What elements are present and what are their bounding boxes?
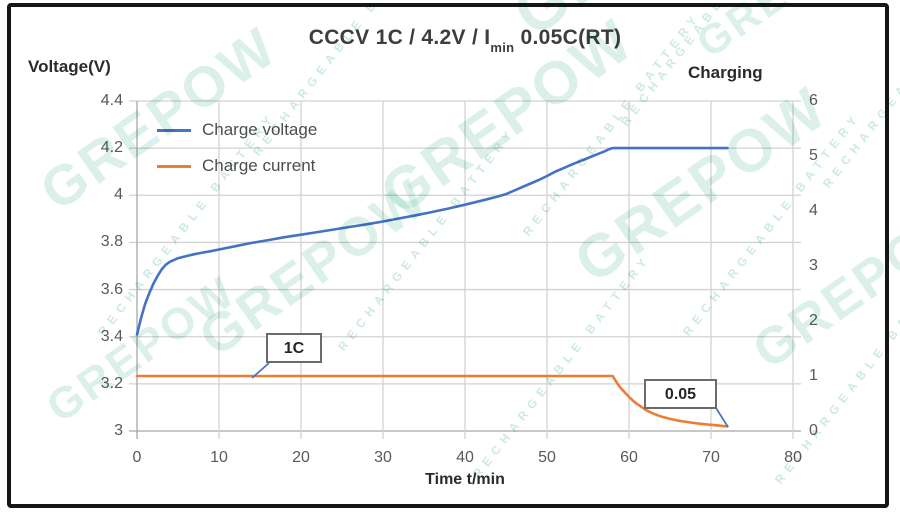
- legend-item-charge-voltage: Charge voltage: [157, 119, 317, 141]
- x-axis-tick: 20: [292, 449, 310, 466]
- x-axis-tick: 0: [132, 449, 142, 466]
- x-axis-tick: 30: [374, 449, 392, 466]
- chart-title: CCCV 1C / 4.2V / Imin 0.05C(RT): [170, 26, 760, 56]
- right-axis-title: Charging: [688, 63, 763, 82]
- right-axis-tick: 5: [809, 147, 818, 164]
- left-axis-tick: 3.6: [100, 280, 123, 298]
- right-axis-tick: 2: [809, 312, 818, 329]
- right-axis-tick: 4: [809, 202, 818, 219]
- legend-label-charge-current: Charge current: [202, 156, 316, 175]
- legend-label-charge-voltage: Charge voltage: [202, 120, 318, 139]
- legend-item-charge-current: Charge current: [157, 155, 317, 177]
- chart-title-subscript: min: [490, 40, 515, 56]
- charge-current-line-swatch: [157, 164, 191, 168]
- x-axis-tick: 70: [702, 449, 720, 466]
- x-axis-tick: 40: [456, 449, 474, 466]
- x-axis-tick: 50: [538, 449, 556, 466]
- x-axis-tick: 80: [784, 449, 802, 466]
- annotation-1c: 1C: [266, 333, 322, 363]
- chart-title-suffix: 0.05C(RT): [514, 26, 622, 49]
- left-axis-tick: 4.2: [100, 139, 123, 157]
- legend: Charge voltage Charge current: [157, 119, 317, 191]
- x-axis-title: Time t/min: [425, 471, 505, 488]
- x-axis-tick: 10: [210, 449, 228, 466]
- left-axis-tick: 3.4: [100, 327, 123, 345]
- left-axis-tick: 3: [114, 422, 123, 439]
- left-axis-tick: 4: [114, 186, 123, 204]
- figure-border: [7, 3, 889, 508]
- x-axis-tick: 60: [620, 449, 638, 466]
- series-line-charge-voltage: [135, 146, 729, 336]
- annotation-leader-0.05: [715, 407, 729, 428]
- right-axis-tick: 0: [809, 422, 818, 439]
- chart-title-prefix: CCCV 1C / 4.2V / I: [308, 26, 491, 49]
- left-axis-title: Voltage(V): [28, 57, 111, 76]
- annotation-leader-1c: [251, 362, 270, 379]
- right-axis-tick: 3: [809, 257, 818, 274]
- left-axis-tick: 3.2: [100, 374, 123, 392]
- left-axis-tick: 3.8: [100, 233, 123, 251]
- series-line-charge-current: [135, 374, 729, 428]
- left-axis-tick: 4.4: [100, 92, 123, 109]
- charge-voltage-line-swatch: [157, 128, 191, 132]
- right-axis-tick: 1: [809, 367, 818, 384]
- annotation-0.05: 0.05: [644, 379, 717, 409]
- right-axis-tick: 6: [809, 92, 818, 109]
